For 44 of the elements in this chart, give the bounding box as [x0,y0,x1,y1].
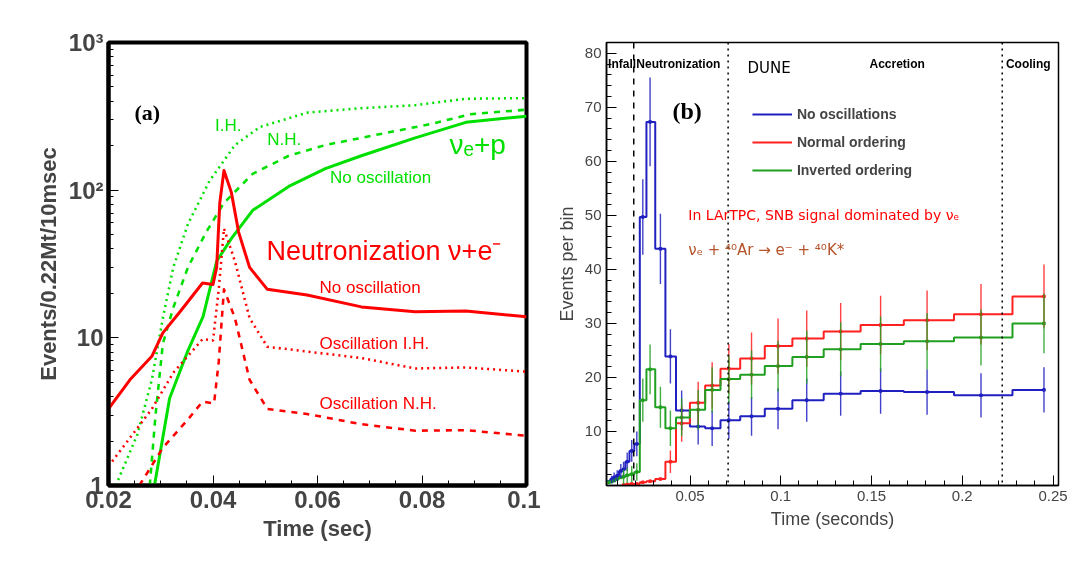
annotation: Infall [608,57,637,72]
x-tick-label: 0.25 [1038,486,1068,504]
series-label: Oscillation N.H. [319,394,437,414]
annotation: νₑ+p [449,128,506,160]
x-axis-title: Time (sec) [263,515,372,541]
x-tick-label: 0.2 [951,486,973,504]
annotation: (b) [672,97,702,124]
x-tick-label: 0.06 [294,485,341,513]
y-tick-label: 80 [584,44,602,62]
x-tick-label: 0.15 [856,486,887,504]
y-tick-label: 40 [584,260,602,278]
annotation: νₑ + ⁴⁰Ar → e⁻ + ⁴⁰K* [688,240,845,259]
series-label: No oscillation [319,277,421,297]
x-tick-label: 0.1 [507,485,541,513]
annotation: Accretion [869,57,925,72]
x-tick-label: 0.05 [675,486,705,504]
annotation: (a) [134,99,161,125]
annotation: Cooling [1005,57,1051,72]
series-label: No oscillation [330,168,432,188]
y-tick-label: 10 [584,422,602,440]
annotation: Neutronization ν+e⁻ [266,235,502,266]
annotation: In LArTPC, SNB signal dominated by νₑ [688,206,960,223]
y-tick-label: 50 [584,206,602,224]
series-label: N.H. [267,129,302,149]
y-tick-label: 20 [584,368,602,386]
y-tick-label: 70 [584,98,602,116]
y-axis-title: Events per bin [556,206,577,322]
x-tick-label: 0.04 [189,485,238,513]
x-axis-title: Time (seconds) [770,508,895,529]
series-label: Oscillation I.H. [319,334,430,354]
legend-label: No oscillations [796,106,897,122]
series-label: I.H. [215,115,242,135]
x-tick-label: 0.08 [398,485,446,513]
y-tick-label: 10² [68,176,104,204]
x-tick-label: 0.1 [770,486,792,504]
y-axis-title: Events/0.22Mt/10msec [35,147,61,381]
annotation: DUNE [747,58,791,77]
legend-label: Normal ordering [796,134,906,150]
legend-label: Inverted ordering [796,162,913,178]
y-tick-label: 10 [76,324,104,352]
y-tick-label: 10³ [68,29,104,56]
y-tick-label: 60 [584,152,602,170]
annotation: Neutronization [636,57,721,72]
y-tick-label: 30 [584,314,602,332]
